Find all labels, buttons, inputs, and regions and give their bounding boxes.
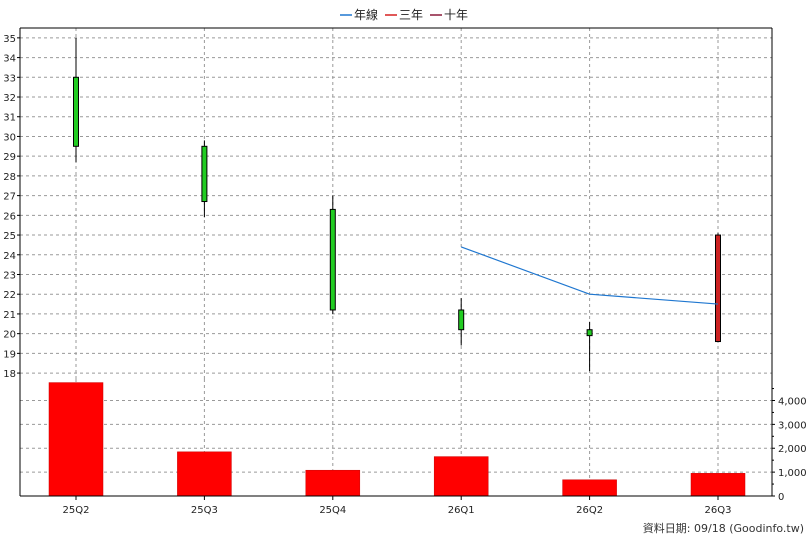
candle-body: [715, 234, 721, 343]
price-tick-label: 33: [3, 73, 16, 84]
price-tick-label: 22: [3, 290, 16, 301]
annual-line-series: [460, 246, 719, 305]
volume-bar: [690, 473, 746, 497]
legend: 年線 三年 十年: [340, 7, 468, 22]
volume-bars: [48, 382, 746, 497]
candle-body: [73, 76, 79, 147]
price-tick-label: 23: [3, 270, 16, 281]
price-tick-label: 35: [3, 34, 16, 45]
price-tick-label: 20: [3, 330, 16, 341]
x-tick-label: 25Q2: [63, 505, 90, 516]
legend-label-three-year: 三年: [399, 8, 423, 22]
price-tick-label: 26: [3, 211, 16, 222]
price-y-ticks: 18 19 20 21 22 23 24 25 26 27 28 29 30 31 32 33 34 35: [3, 34, 20, 380]
x-tick-label: 26Q3: [705, 505, 732, 516]
price-tick-label: 19: [3, 349, 16, 360]
price-plot-area: [20, 28, 772, 379]
volume-y-ticks: 0 1,000 2,000 3,000 4,000: [772, 388, 807, 503]
x-axis-ticks: 25Q2 25Q3 25Q4 26Q1 26Q2 26Q3: [63, 496, 732, 516]
volume-tick-label: 1,000: [778, 468, 807, 479]
price-tick-label: 25: [3, 231, 16, 242]
volume-tick-label: 4,000: [778, 396, 807, 407]
x-tick-label: 26Q2: [576, 505, 603, 516]
price-tick-label: 18: [3, 369, 16, 380]
price-panel: 18 19 20 21 22 23 24 25 26 27 28 29 30 31 32 33 34 35: [3, 27, 773, 380]
price-tick-label: 21: [3, 310, 16, 321]
price-tick-label: 34: [3, 54, 16, 65]
volume-bar: [562, 479, 617, 497]
x-tick-label: 25Q3: [191, 505, 218, 516]
candle-body: [201, 145, 208, 203]
price-tick-label: 28: [3, 172, 16, 183]
price-tick-label: 24: [3, 251, 16, 262]
price-grid: [20, 28, 772, 379]
x-tick-label: 25Q4: [319, 505, 346, 516]
price-tick-label: 27: [3, 192, 16, 203]
volume-bar: [305, 469, 361, 497]
price-tick-label: 32: [3, 93, 16, 104]
volume-bar: [177, 451, 232, 497]
candles: [73, 37, 721, 372]
legend-label-annual: 年線: [354, 7, 378, 22]
volume-tick-label: 2,000: [778, 444, 807, 455]
volume-panel: 0 1,000 2,000 3,000 4,000: [19, 379, 807, 503]
x-tick-label: 26Q1: [448, 505, 475, 516]
price-tick-label: 31: [3, 113, 16, 124]
price-tick-label: 30: [3, 132, 16, 143]
volume-tick-label: 0: [778, 492, 784, 503]
volume-grid: [20, 379, 772, 496]
candle-body: [329, 208, 336, 311]
volume-tick-label: 3,000: [778, 420, 807, 431]
price-tick-label: 29: [3, 152, 16, 163]
candle-body: [586, 329, 593, 337]
data-date-footer: 資料日期: 09/18 (Goodinfo.tw): [643, 521, 804, 535]
legend-label-ten-year: 十年: [444, 8, 468, 22]
annual-line: [460, 246, 719, 305]
volume-bar: [433, 456, 489, 497]
candle-body: [458, 309, 465, 331]
volume-bar: [48, 382, 104, 497]
